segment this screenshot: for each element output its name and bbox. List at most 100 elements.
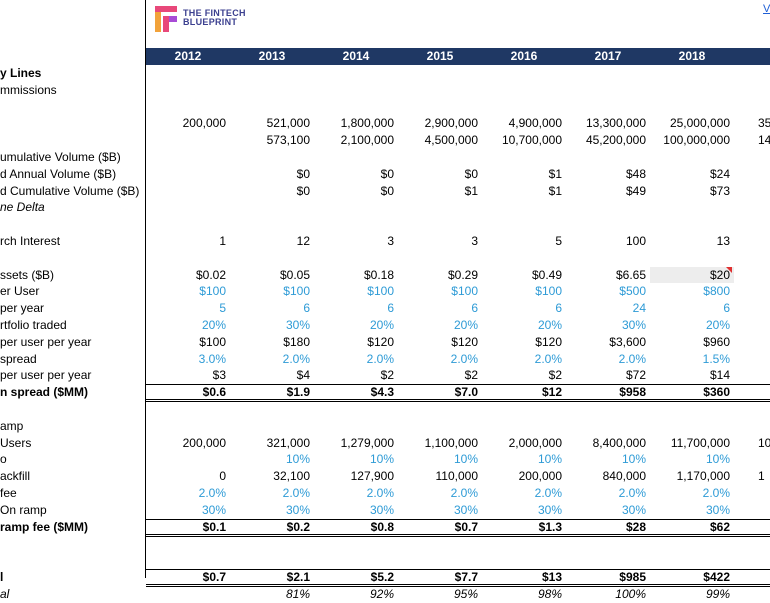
table-cell[interactable] bbox=[566, 99, 650, 116]
table-cell[interactable] bbox=[314, 401, 398, 418]
table-cell[interactable] bbox=[146, 132, 230, 149]
table-cell[interactable]: $100 bbox=[367, 284, 394, 298]
table-cell[interactable] bbox=[314, 535, 398, 552]
table-cell[interactable]: $0.18 bbox=[363, 268, 394, 282]
table-cell[interactable] bbox=[650, 82, 734, 99]
table-cell[interactable]: 6 bbox=[303, 301, 310, 315]
table-cell[interactable]: 1.5% bbox=[702, 352, 730, 366]
table-cell[interactable]: 20% bbox=[537, 318, 562, 332]
table-cell[interactable]: $0 bbox=[296, 184, 310, 198]
table-cell[interactable]: 5 bbox=[219, 301, 226, 315]
table-cell[interactable] bbox=[146, 149, 230, 166]
table-cell[interactable]: $100 bbox=[283, 284, 310, 298]
table-cell[interactable]: $100 bbox=[451, 284, 478, 298]
table-cell[interactable]: $0 bbox=[464, 167, 478, 181]
table-cell[interactable]: $120 bbox=[367, 335, 394, 349]
table-cell[interactable] bbox=[650, 535, 734, 552]
table-cell[interactable]: 10% bbox=[537, 452, 562, 466]
table-cell[interactable]: $2 bbox=[548, 368, 562, 382]
table-cell[interactable]: $0.6 bbox=[146, 384, 230, 402]
table-cell[interactable]: 30% bbox=[285, 503, 310, 517]
table-cell[interactable]: $0.49 bbox=[531, 268, 562, 282]
comment-flag-icon[interactable] bbox=[726, 267, 732, 273]
table-cell[interactable]: 3 bbox=[471, 234, 478, 248]
table-cell[interactable] bbox=[650, 149, 734, 166]
table-cell[interactable] bbox=[566, 552, 650, 569]
table-cell[interactable]: 200,000 bbox=[518, 469, 562, 483]
table-cell[interactable]: $7.7 bbox=[398, 569, 482, 587]
table-cell[interactable]: 521,000 bbox=[266, 116, 310, 130]
table-cell[interactable] bbox=[566, 535, 650, 552]
table-cell[interactable] bbox=[398, 65, 482, 82]
table-cell[interactable]: 25,000,000 bbox=[669, 116, 730, 130]
table-cell[interactable] bbox=[146, 250, 230, 267]
table-cell[interactable] bbox=[650, 552, 734, 569]
table-cell[interactable] bbox=[314, 552, 398, 569]
table-cell[interactable]: $2 bbox=[380, 368, 394, 382]
table-cell[interactable]: $0.29 bbox=[447, 268, 478, 282]
table-cell[interactable]: 45,200,000 bbox=[585, 133, 646, 147]
table-cell[interactable] bbox=[314, 149, 398, 166]
table-cell[interactable]: 0 bbox=[219, 469, 226, 483]
table-cell[interactable]: $1.3 bbox=[482, 519, 566, 537]
table-cell[interactable]: 6 bbox=[723, 301, 730, 315]
table-cell[interactable]: 2.0% bbox=[366, 486, 394, 500]
table-cell[interactable] bbox=[230, 82, 314, 99]
table-cell[interactable]: 10% bbox=[621, 452, 646, 466]
table-cell[interactable]: 2,000,000 bbox=[508, 436, 562, 450]
table-cell[interactable] bbox=[398, 82, 482, 99]
table-cell[interactable]: $0.2 bbox=[230, 519, 314, 537]
table-cell[interactable]: 5 bbox=[555, 234, 562, 248]
table-cell[interactable]: 32,100 bbox=[273, 469, 310, 483]
table-cell[interactable]: 13 bbox=[716, 234, 730, 248]
table-cell[interactable] bbox=[146, 401, 230, 418]
year-header-2012[interactable]: 2012 bbox=[174, 49, 202, 63]
table-cell[interactable]: $3,600 bbox=[609, 335, 646, 349]
table-cell[interactable] bbox=[482, 535, 566, 552]
table-cell[interactable]: $0.8 bbox=[314, 519, 398, 537]
table-cell[interactable]: 6 bbox=[555, 301, 562, 315]
table-cell[interactable]: 100% bbox=[615, 587, 646, 601]
table-cell[interactable] bbox=[650, 418, 734, 435]
table-cell[interactable]: $100 bbox=[199, 335, 226, 349]
table-cell[interactable] bbox=[398, 401, 482, 418]
table-cell[interactable]: 2.0% bbox=[366, 352, 394, 366]
table-cell[interactable]: 2.0% bbox=[282, 352, 310, 366]
table-cell[interactable] bbox=[314, 250, 398, 267]
table-cell[interactable]: 99% bbox=[705, 587, 730, 601]
table-cell[interactable]: $6.65 bbox=[615, 268, 646, 282]
table-cell[interactable]: 573,100 bbox=[266, 133, 310, 147]
table-cell[interactable] bbox=[230, 99, 314, 116]
table-cell[interactable] bbox=[314, 216, 398, 233]
table-cell[interactable]: 2,900,000 bbox=[424, 116, 478, 130]
table-cell[interactable]: $2.1 bbox=[230, 569, 314, 587]
table-cell[interactable] bbox=[482, 65, 566, 82]
table-cell[interactable]: 24 bbox=[632, 301, 646, 315]
table-cell[interactable] bbox=[314, 65, 398, 82]
table-cell[interactable] bbox=[146, 183, 230, 200]
table-cell[interactable]: 3 bbox=[387, 234, 394, 248]
table-cell[interactable] bbox=[566, 216, 650, 233]
table-cell[interactable] bbox=[650, 216, 734, 233]
table-cell[interactable] bbox=[398, 199, 482, 216]
table-cell[interactable] bbox=[230, 552, 314, 569]
table-cell[interactable]: 100 bbox=[625, 234, 646, 248]
table-cell[interactable] bbox=[398, 99, 482, 116]
year-header-2013[interactable]: 2013 bbox=[258, 49, 286, 63]
table-cell[interactable]: 92% bbox=[369, 587, 394, 601]
table-cell[interactable]: $180 bbox=[283, 335, 310, 349]
overflow-cell[interactable]: 140 bbox=[758, 133, 770, 147]
table-cell[interactable]: $0.05 bbox=[279, 268, 310, 282]
table-cell[interactable]: $0.7 bbox=[398, 519, 482, 537]
table-cell[interactable]: 8,400,000 bbox=[592, 436, 646, 450]
table-cell[interactable]: 2.0% bbox=[450, 486, 478, 500]
table-cell[interactable]: $0.7 bbox=[146, 569, 230, 587]
table-cell[interactable]: 10% bbox=[369, 452, 394, 466]
table-cell[interactable]: 20% bbox=[201, 318, 226, 332]
table-cell[interactable]: $0 bbox=[296, 167, 310, 181]
table-cell[interactable]: 2.0% bbox=[198, 486, 226, 500]
table-cell[interactable] bbox=[146, 65, 230, 82]
table-cell[interactable] bbox=[566, 250, 650, 267]
table-cell[interactable]: 1,100,000 bbox=[424, 436, 478, 450]
table-cell[interactable] bbox=[650, 65, 734, 82]
